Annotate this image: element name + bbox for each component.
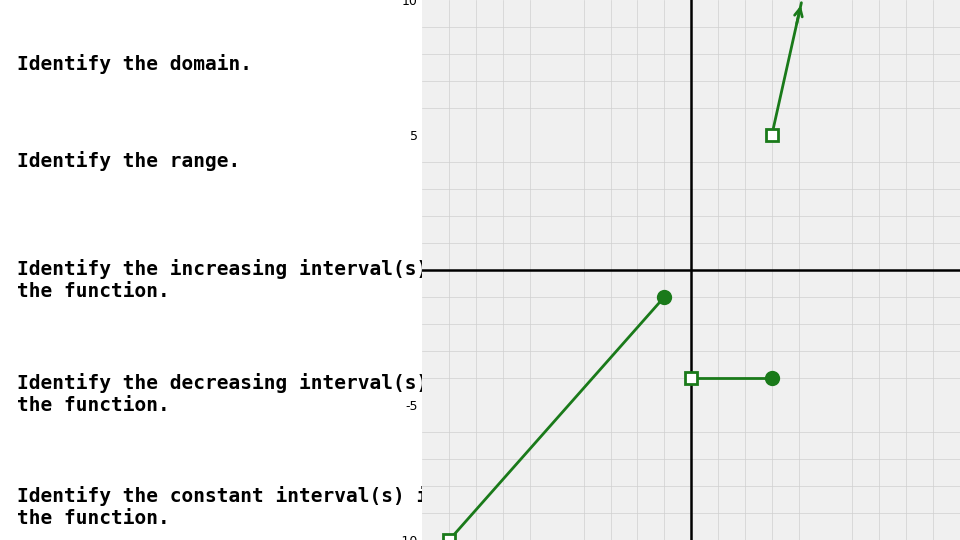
Text: Identify the range.: Identify the range. [17,151,240,171]
Text: Identify the domain.: Identify the domain. [17,54,252,74]
Text: Identify the increasing interval(s) in
the function.: Identify the increasing interval(s) in t… [17,259,464,301]
Text: Identify the decreasing interval(s) in
the function.: Identify the decreasing interval(s) in t… [17,373,464,415]
Text: Identify the constant interval(s) in
the function.: Identify the constant interval(s) in the… [17,486,440,528]
